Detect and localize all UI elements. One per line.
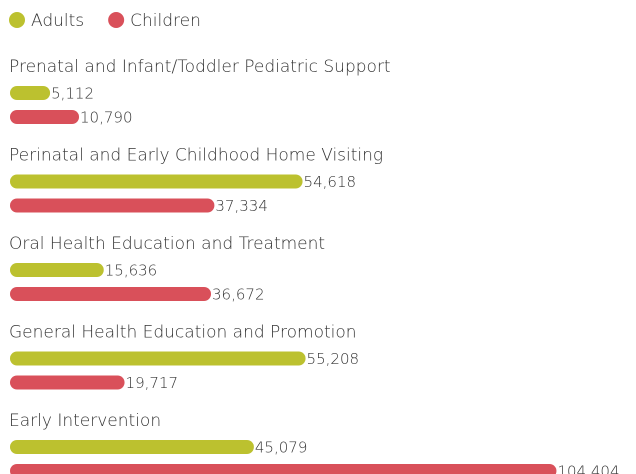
bar xyxy=(10,110,80,124)
legend-swatch xyxy=(9,12,25,28)
bar xyxy=(10,375,125,390)
bar xyxy=(10,464,557,474)
bar xyxy=(10,440,254,454)
value-label: 36,672 xyxy=(212,286,265,304)
value-label: 15,636 xyxy=(105,262,157,280)
legend-label: Children xyxy=(130,11,201,31)
legend-swatch xyxy=(108,12,125,28)
bar xyxy=(10,86,51,100)
category-label: General Health Education and Promotion xyxy=(9,323,357,343)
value-label: 104,404 xyxy=(557,463,619,474)
bar xyxy=(10,263,104,277)
value-label: 55,208 xyxy=(307,350,360,368)
bar xyxy=(10,174,303,189)
bar xyxy=(10,351,306,366)
category-label: Prenatal and Infant/Toddler Pediatric Su… xyxy=(9,57,391,77)
legend-label: Adults xyxy=(31,11,84,31)
value-label: 54,618 xyxy=(304,173,357,191)
category-label: Early Intervention xyxy=(9,411,161,431)
value-label: 10,790 xyxy=(80,109,132,127)
category-label: Oral Health Education and Treatment xyxy=(9,234,325,254)
bar xyxy=(10,287,212,301)
value-label: 19,717 xyxy=(126,374,179,392)
bar xyxy=(10,198,215,213)
value-label: 37,334 xyxy=(215,197,267,215)
category-label: Perinatal and Early Childhood Home Visit… xyxy=(9,146,383,166)
value-label: 5,112 xyxy=(51,85,94,103)
value-label: 45,079 xyxy=(255,439,308,457)
